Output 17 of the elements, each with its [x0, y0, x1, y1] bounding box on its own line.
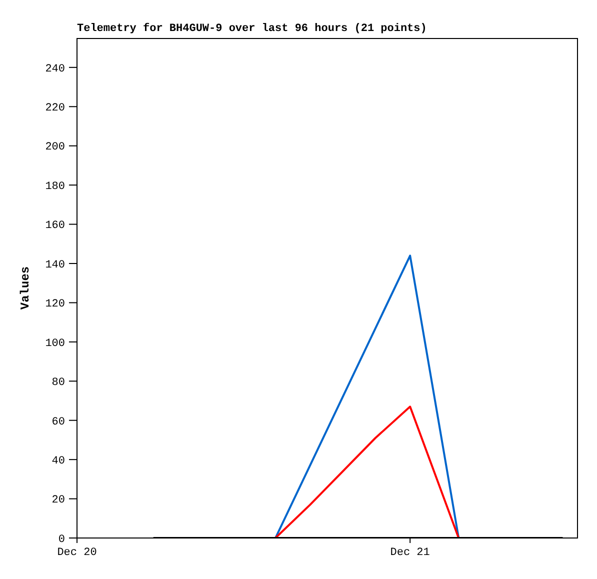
y-tick-label: 180 [45, 180, 65, 193]
chart-title: Telemetry for BH4GUW-9 over last 96 hours (21 points) [77, 23, 427, 35]
y-axis-title: Values [18, 266, 32, 310]
y-tick-label: 100 [45, 338, 65, 350]
y-tick-label: 0 [58, 534, 65, 546]
y-tick-label: 60 [52, 416, 65, 428]
y-tick-label: 120 [45, 298, 65, 311]
x-tick-label: Dec 20 [57, 546, 97, 559]
y-tick-label: 80 [52, 377, 65, 390]
y-tick-label: 140 [45, 259, 65, 272]
y-tick-label: 20 [52, 494, 65, 507]
y-tick-label: 200 [45, 142, 65, 154]
y-tick-label: 220 [45, 102, 65, 115]
y-tick-label: 240 [45, 63, 65, 76]
y-tick-label: 160 [45, 220, 65, 232]
x-tick-label: Dec 21 [390, 546, 430, 559]
y-tick-label: 40 [52, 455, 65, 468]
